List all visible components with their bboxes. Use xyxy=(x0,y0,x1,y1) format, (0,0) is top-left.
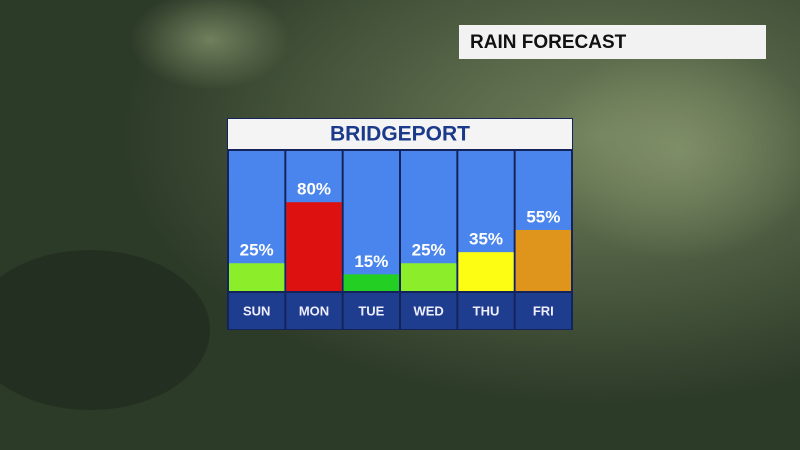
chart-title-box xyxy=(228,119,572,149)
day-strip xyxy=(458,293,514,329)
x-tick-label: SUN xyxy=(243,303,270,318)
x-tick-label: MON xyxy=(299,303,329,318)
value-label: 15% xyxy=(354,252,388,271)
bar xyxy=(343,274,399,291)
value-label: 55% xyxy=(526,207,560,226)
bar xyxy=(286,202,342,291)
value-label: 25% xyxy=(240,241,274,260)
day-strip xyxy=(343,293,399,329)
bar xyxy=(229,263,285,291)
bar xyxy=(515,229,571,291)
value-label: 80% xyxy=(297,180,331,199)
x-tick-label: TUE xyxy=(358,303,384,318)
x-tick-label: THU xyxy=(473,303,500,318)
bar xyxy=(401,263,457,291)
blur xyxy=(0,250,210,410)
header-box xyxy=(459,25,766,59)
value-label: 25% xyxy=(412,241,446,260)
day-strip xyxy=(286,293,342,329)
day-strip xyxy=(229,293,285,329)
column-bg xyxy=(343,151,399,291)
bar xyxy=(458,252,514,291)
blur xyxy=(130,0,290,90)
header-title: RAIN FORECAST xyxy=(470,32,627,53)
day-strip xyxy=(515,293,571,329)
panel xyxy=(227,118,573,330)
chart-title: BRIDGEPORT xyxy=(330,123,470,146)
value-label: 35% xyxy=(469,230,503,249)
blur xyxy=(540,40,800,260)
x-tick-label: FRI xyxy=(533,303,554,318)
day-strip xyxy=(401,293,457,329)
x-tick-label: WED xyxy=(413,303,443,318)
